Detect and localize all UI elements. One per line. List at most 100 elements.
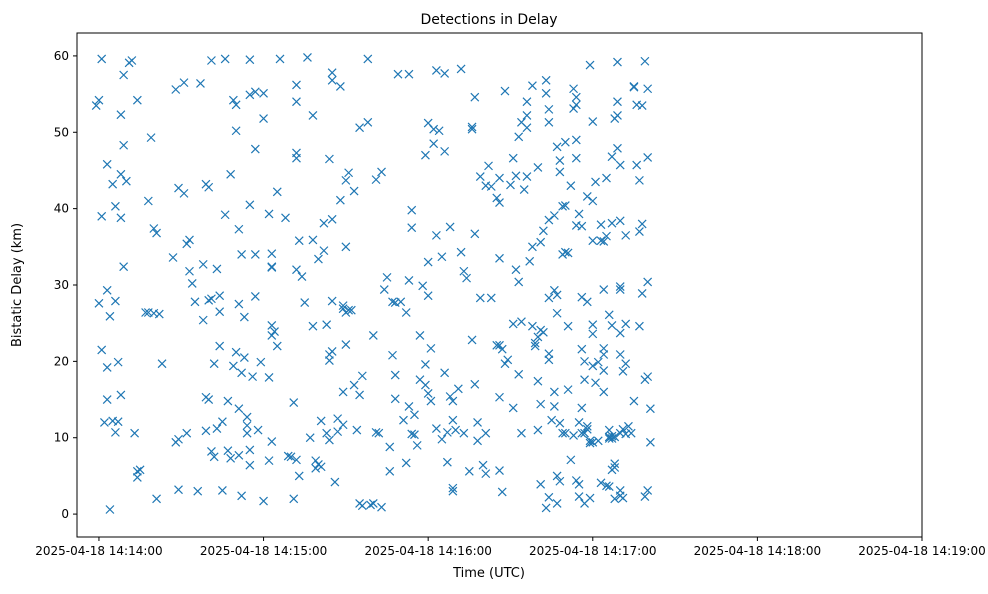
data-point-marker bbox=[596, 478, 606, 488]
data-point-marker bbox=[217, 485, 227, 495]
data-point-marker bbox=[327, 214, 337, 224]
data-point-marker bbox=[607, 321, 617, 330]
data-point-marker bbox=[256, 357, 266, 367]
data-point-marker bbox=[604, 482, 614, 492]
x-tick-label: 2025-04-18 14:17:00 bbox=[529, 544, 656, 558]
data-point-marker bbox=[242, 421, 252, 430]
data-point-marker bbox=[234, 450, 244, 460]
data-point-marker bbox=[281, 213, 290, 223]
data-point-marker bbox=[431, 65, 441, 75]
data-point-marker bbox=[478, 460, 488, 470]
data-point-marker bbox=[338, 301, 348, 311]
data-point-marker bbox=[643, 153, 653, 162]
data-point-marker bbox=[560, 428, 570, 438]
data-point-marker bbox=[388, 350, 397, 360]
data-point-marker bbox=[116, 213, 126, 223]
data-point-marker bbox=[426, 343, 436, 353]
data-point-marker bbox=[607, 431, 617, 441]
data-point-marker bbox=[152, 228, 161, 238]
data-point-marker bbox=[544, 215, 554, 225]
data-point-marker bbox=[577, 403, 587, 413]
data-point-marker bbox=[429, 139, 439, 149]
data-point-marker bbox=[344, 168, 354, 178]
data-point-marker bbox=[300, 298, 310, 307]
data-point-marker bbox=[168, 253, 178, 262]
data-point-marker bbox=[146, 133, 156, 143]
data-point-marker bbox=[563, 321, 573, 331]
data-point-marker bbox=[234, 404, 244, 414]
data-point-marker bbox=[637, 219, 647, 229]
data-point-marker bbox=[110, 296, 120, 306]
data-point-marker bbox=[547, 415, 557, 425]
data-point-marker bbox=[536, 399, 546, 409]
data-point-marker bbox=[267, 321, 277, 330]
data-point-marker bbox=[640, 56, 650, 66]
data-point-marker bbox=[404, 275, 414, 285]
data-point-marker bbox=[643, 372, 653, 382]
data-point-marker bbox=[322, 428, 332, 438]
data-point-marker bbox=[209, 452, 219, 462]
data-point-marker bbox=[495, 340, 504, 350]
data-point-marker bbox=[207, 447, 216, 456]
data-point-marker bbox=[393, 69, 403, 79]
data-point-marker bbox=[645, 404, 655, 414]
data-point-marker bbox=[613, 143, 622, 153]
data-point-marker bbox=[574, 209, 584, 219]
data-point-marker bbox=[182, 239, 192, 249]
data-point-marker bbox=[275, 54, 285, 64]
x-tick-label: 2025-04-18 14:15:00 bbox=[200, 544, 327, 558]
data-point-marker bbox=[319, 218, 329, 228]
data-point-marker bbox=[607, 218, 617, 228]
data-point-marker bbox=[470, 229, 480, 239]
data-point-marker bbox=[368, 330, 378, 340]
data-point-marker bbox=[223, 396, 233, 406]
data-point-marker bbox=[382, 272, 392, 282]
data-point-marker bbox=[324, 435, 334, 445]
data-point-marker bbox=[615, 282, 625, 291]
data-point-marker bbox=[335, 82, 345, 91]
data-point-marker bbox=[552, 290, 562, 300]
data-point-marker bbox=[640, 492, 650, 501]
data-point-marker bbox=[563, 385, 573, 395]
data-point-marker bbox=[410, 410, 419, 420]
data-point-marker bbox=[289, 398, 299, 408]
data-point-marker bbox=[311, 463, 321, 473]
data-point-marker bbox=[596, 236, 606, 246]
data-point-marker bbox=[113, 417, 123, 427]
data-point-marker bbox=[272, 341, 282, 351]
data-point-marker bbox=[571, 135, 581, 145]
data-point-marker bbox=[130, 428, 140, 438]
data-point-marker bbox=[294, 236, 304, 246]
data-point-marker bbox=[467, 122, 477, 132]
data-point-marker bbox=[560, 247, 570, 257]
data-point-marker bbox=[179, 188, 189, 198]
data-point-marker bbox=[182, 428, 192, 438]
data-point-marker bbox=[283, 451, 293, 461]
data-point-marker bbox=[577, 428, 587, 438]
x-tick-label: 2025-04-18 14:19:00 bbox=[858, 544, 985, 558]
data-point-marker bbox=[423, 291, 433, 301]
data-point-marker bbox=[602, 173, 611, 183]
x-axis-label: Time (UTC) bbox=[452, 566, 525, 581]
data-point-marker bbox=[193, 486, 203, 496]
data-point-marker bbox=[588, 236, 598, 246]
data-point-marker bbox=[495, 198, 504, 207]
data-point-marker bbox=[549, 401, 559, 411]
data-point-marker bbox=[530, 338, 540, 348]
data-point-marker bbox=[588, 329, 598, 339]
data-point-marker bbox=[245, 55, 255, 65]
data-point-marker bbox=[366, 500, 375, 510]
data-point-marker bbox=[228, 361, 238, 371]
data-point-marker bbox=[497, 344, 507, 354]
data-point-marker bbox=[613, 97, 622, 107]
data-point-marker bbox=[259, 496, 268, 506]
data-point-marker bbox=[127, 56, 137, 65]
data-point-marker bbox=[585, 60, 595, 70]
data-point-marker bbox=[401, 308, 411, 317]
data-point-marker bbox=[508, 153, 518, 163]
data-point-marker bbox=[248, 372, 258, 382]
data-point-marker bbox=[215, 307, 225, 317]
data-point-marker bbox=[552, 142, 562, 152]
data-point-marker bbox=[558, 201, 568, 211]
data-point-marker bbox=[303, 53, 312, 62]
